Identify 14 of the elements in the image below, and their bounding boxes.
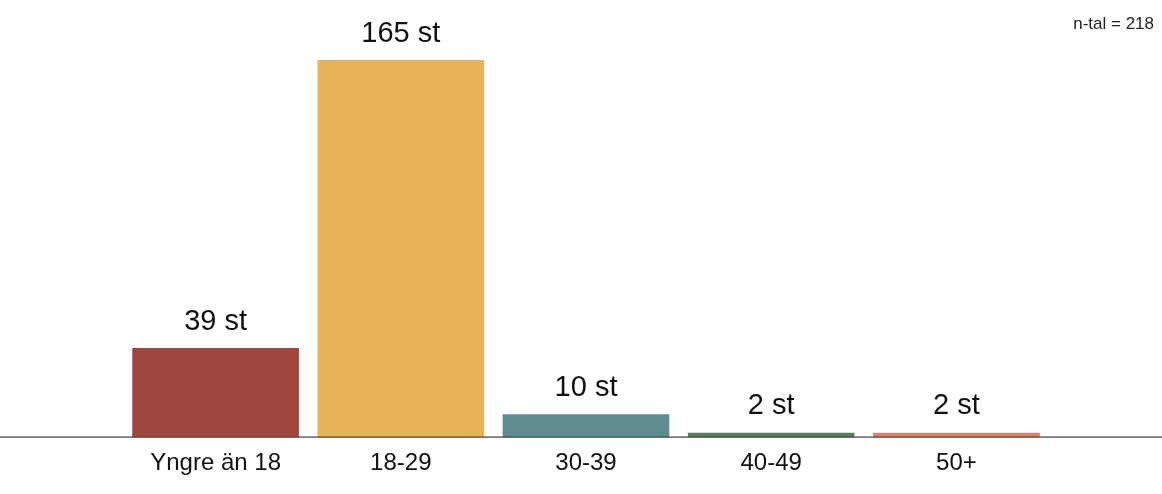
x-tick-label: 50+ [936, 448, 977, 476]
data-label: 10 st [554, 369, 618, 402]
data-label: 2 st [747, 388, 795, 421]
data-label: 165 st [361, 15, 441, 48]
x-tick-label: Yngre än 18 [150, 448, 281, 476]
x-tick-label: 18-29 [370, 448, 432, 476]
data-label: 39 st [184, 303, 248, 336]
bar [132, 348, 299, 438]
x-tick-label: 30-39 [555, 448, 617, 476]
text: n-tal = 218 [1073, 14, 1154, 34]
bar [317, 60, 485, 438]
x-tick-label: 40-49 [740, 448, 802, 476]
data-label: 2 st [933, 388, 980, 421]
bar [502, 414, 670, 438]
